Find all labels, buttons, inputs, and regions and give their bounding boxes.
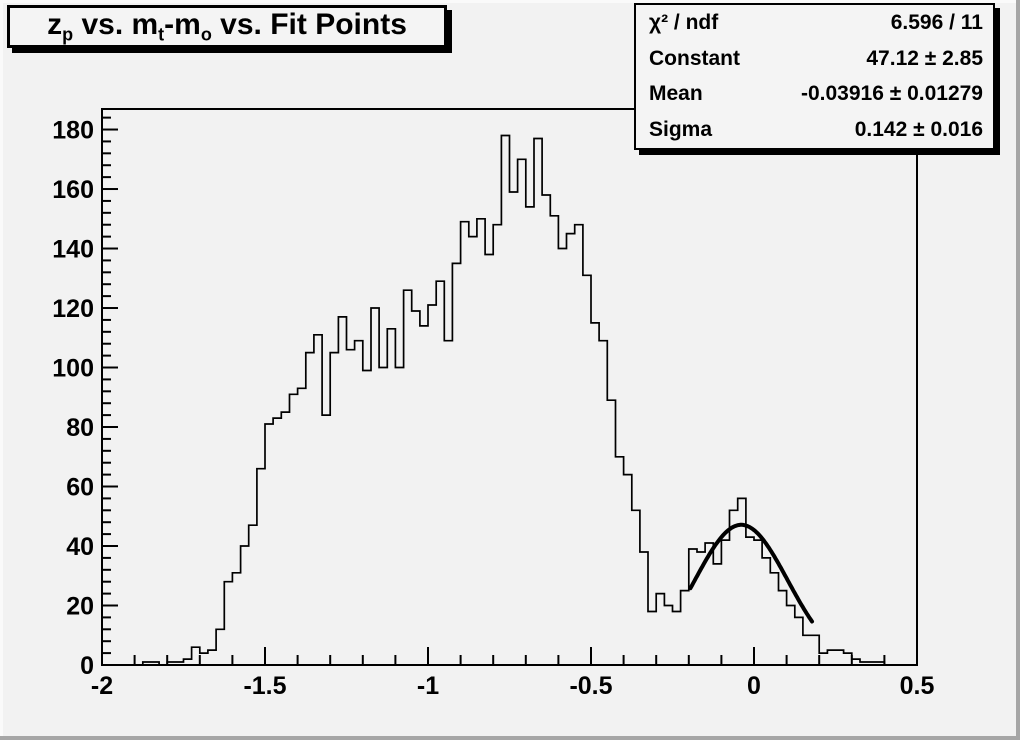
stats-row: Constant 47.12 ± 2.85	[636, 47, 993, 71]
title-segment: z	[47, 7, 63, 41]
y-tick-label: 160	[52, 176, 94, 204]
y-tick-label: 140	[52, 236, 94, 264]
stats-value: 6.596 / 11	[890, 10, 983, 34]
y-tick-label: 100	[52, 355, 94, 383]
stats-label: Mean	[649, 82, 703, 106]
title-box: zp vs. mt-mo vs. Fit Points	[7, 5, 447, 48]
stats-label: χ² / ndf	[649, 10, 719, 34]
x-tick-label: -1.5	[243, 672, 286, 700]
plot-frame	[101, 108, 918, 666]
y-tick-label: 60	[66, 474, 94, 502]
stats-row: Sigma 0.142 ± 0.016	[636, 118, 993, 142]
stats-label: Constant	[649, 46, 740, 70]
stats-row: Mean -0.03916 ± 0.01279	[636, 82, 993, 106]
y-tick-label: 20	[66, 593, 94, 621]
stats-value: 47.12 ± 2.85	[866, 46, 983, 70]
title-subscript: o	[200, 24, 212, 45]
y-tick-label: 0	[80, 652, 94, 680]
y-tick-label: 80	[66, 414, 94, 442]
stats-value: 0.142 ± 0.016	[854, 118, 983, 142]
x-tick-label: -1	[417, 672, 439, 700]
stats-label: Sigma	[649, 118, 713, 142]
x-tick-label: 0	[747, 672, 761, 700]
y-tick-label: 120	[52, 295, 94, 323]
title-segment: -m	[164, 7, 201, 41]
x-tick-label: 0.5	[900, 672, 935, 700]
stats-row: χ² / ndf 6.596 / 11	[636, 11, 993, 35]
stats-value: -0.03916 ± 0.01279	[800, 82, 983, 106]
x-tick-label: -2	[91, 672, 113, 700]
fit-stats-box: χ² / ndf 6.596 / 11 Constant 47.12 ± 2.85 Me…	[634, 3, 995, 150]
y-tick-label: 180	[52, 117, 94, 145]
title-subscript: t	[158, 24, 165, 45]
y-tick-label: 40	[66, 533, 94, 561]
title-segment: vs. Fit Points	[211, 7, 407, 41]
histogram-step-line	[102, 134, 917, 666]
title-segment: vs. m	[73, 7, 159, 41]
title-subscript: p	[62, 24, 74, 45]
x-tick-label: -0.5	[569, 672, 612, 700]
page-title: zp vs. mt-mo vs. Fit Points	[47, 8, 407, 45]
gaussian-fit-curve	[688, 522, 814, 624]
